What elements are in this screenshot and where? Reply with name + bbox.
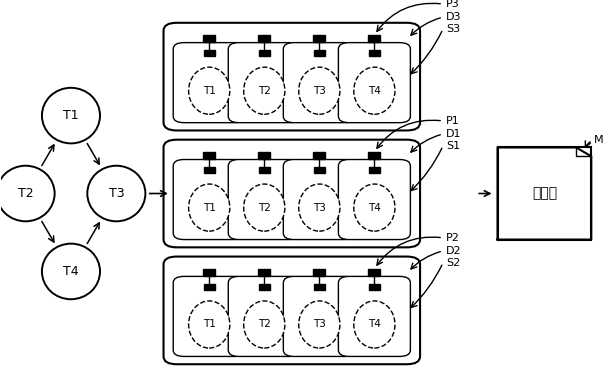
FancyBboxPatch shape bbox=[228, 276, 300, 356]
Polygon shape bbox=[369, 167, 380, 173]
Text: D1: D1 bbox=[446, 129, 461, 139]
FancyBboxPatch shape bbox=[283, 160, 355, 240]
Text: T3: T3 bbox=[313, 86, 326, 96]
Polygon shape bbox=[203, 152, 215, 159]
Text: T4: T4 bbox=[368, 320, 381, 330]
Polygon shape bbox=[369, 50, 380, 57]
Text: T2: T2 bbox=[258, 320, 271, 330]
FancyBboxPatch shape bbox=[228, 160, 300, 240]
Text: D3: D3 bbox=[446, 12, 461, 22]
Text: M: M bbox=[594, 135, 604, 145]
Polygon shape bbox=[368, 152, 381, 159]
Ellipse shape bbox=[244, 67, 285, 114]
Text: T1: T1 bbox=[203, 203, 216, 213]
Polygon shape bbox=[258, 152, 271, 159]
Text: T3: T3 bbox=[313, 203, 326, 213]
Text: T1: T1 bbox=[63, 109, 79, 122]
FancyBboxPatch shape bbox=[339, 276, 410, 356]
FancyBboxPatch shape bbox=[173, 160, 245, 240]
Text: T1: T1 bbox=[203, 320, 216, 330]
Polygon shape bbox=[313, 269, 325, 276]
Polygon shape bbox=[203, 35, 215, 42]
Text: T2: T2 bbox=[18, 187, 33, 200]
Text: T1: T1 bbox=[203, 86, 216, 96]
Polygon shape bbox=[204, 167, 215, 173]
Polygon shape bbox=[313, 35, 325, 42]
Text: T2: T2 bbox=[258, 86, 271, 96]
Polygon shape bbox=[259, 284, 270, 290]
Text: T4: T4 bbox=[63, 265, 79, 278]
Polygon shape bbox=[258, 269, 271, 276]
Ellipse shape bbox=[188, 67, 230, 114]
Polygon shape bbox=[204, 284, 215, 290]
Polygon shape bbox=[259, 50, 270, 57]
Text: S1: S1 bbox=[446, 141, 460, 151]
Polygon shape bbox=[368, 269, 381, 276]
Polygon shape bbox=[369, 284, 380, 290]
FancyBboxPatch shape bbox=[339, 43, 410, 123]
Polygon shape bbox=[314, 50, 325, 57]
Text: T3: T3 bbox=[109, 187, 124, 200]
Bar bbox=[497, 147, 592, 240]
Text: D2: D2 bbox=[446, 246, 461, 256]
Ellipse shape bbox=[188, 301, 230, 348]
Text: T4: T4 bbox=[368, 86, 381, 96]
Text: P3: P3 bbox=[446, 0, 460, 9]
Ellipse shape bbox=[244, 301, 285, 348]
FancyBboxPatch shape bbox=[339, 160, 410, 240]
Polygon shape bbox=[314, 167, 325, 173]
Ellipse shape bbox=[299, 184, 340, 231]
FancyBboxPatch shape bbox=[173, 43, 245, 123]
Polygon shape bbox=[314, 284, 325, 290]
Text: S3: S3 bbox=[446, 24, 460, 34]
FancyBboxPatch shape bbox=[164, 23, 420, 131]
Ellipse shape bbox=[354, 301, 395, 348]
Text: 镜像库: 镜像库 bbox=[532, 186, 557, 201]
Text: S2: S2 bbox=[446, 257, 460, 267]
Ellipse shape bbox=[354, 67, 395, 114]
Ellipse shape bbox=[188, 184, 230, 231]
Ellipse shape bbox=[244, 184, 285, 231]
FancyBboxPatch shape bbox=[164, 257, 420, 364]
Text: T2: T2 bbox=[258, 203, 271, 213]
Ellipse shape bbox=[299, 67, 340, 114]
Text: P1: P1 bbox=[446, 116, 460, 126]
Polygon shape bbox=[203, 269, 215, 276]
Polygon shape bbox=[313, 152, 325, 159]
Polygon shape bbox=[368, 35, 381, 42]
Polygon shape bbox=[259, 167, 270, 173]
Ellipse shape bbox=[42, 244, 100, 299]
FancyBboxPatch shape bbox=[283, 43, 355, 123]
Ellipse shape bbox=[354, 184, 395, 231]
Ellipse shape bbox=[88, 166, 145, 221]
Ellipse shape bbox=[42, 88, 100, 143]
Text: P2: P2 bbox=[446, 233, 460, 243]
FancyBboxPatch shape bbox=[283, 276, 355, 356]
FancyBboxPatch shape bbox=[173, 276, 245, 356]
Ellipse shape bbox=[0, 166, 55, 221]
Text: T4: T4 bbox=[368, 203, 381, 213]
Ellipse shape bbox=[299, 301, 340, 348]
Text: T3: T3 bbox=[313, 320, 326, 330]
FancyBboxPatch shape bbox=[228, 43, 300, 123]
Polygon shape bbox=[204, 50, 215, 57]
Polygon shape bbox=[258, 35, 271, 42]
FancyBboxPatch shape bbox=[164, 140, 420, 247]
